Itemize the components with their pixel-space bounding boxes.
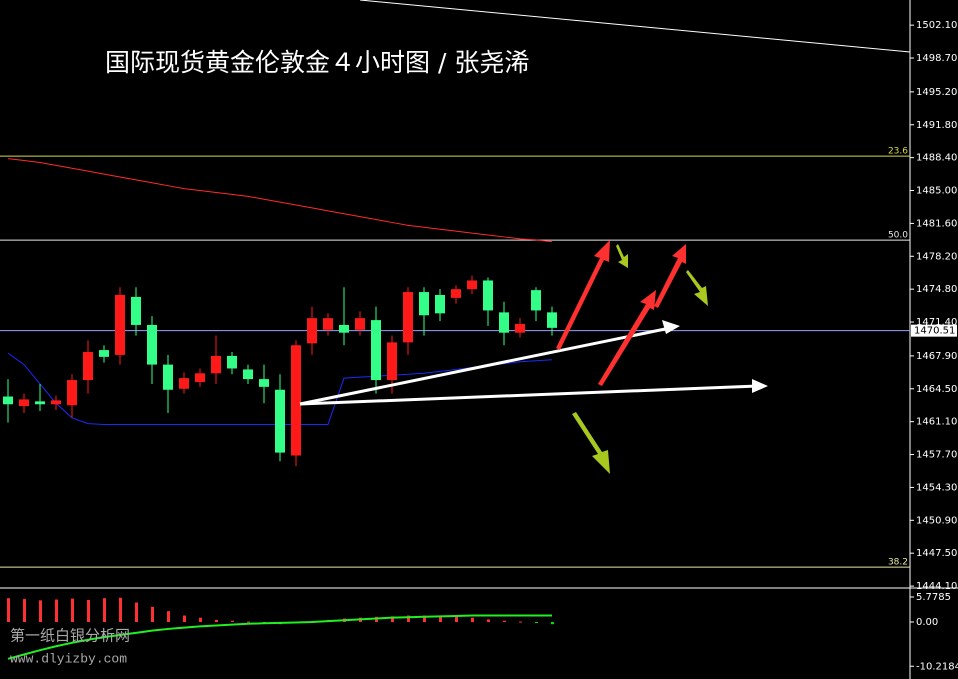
macd-bar <box>551 622 554 625</box>
y-tick-label: 1481.60 <box>916 218 957 229</box>
candle-body <box>515 323 525 333</box>
macd-bar <box>535 622 538 624</box>
y-tick-label: 1457.70 <box>916 450 957 461</box>
candle-body <box>179 378 189 389</box>
watermark: 第一纸白银分析网 <box>10 627 130 645</box>
macd-bar <box>519 621 522 623</box>
candle-body <box>291 345 301 456</box>
macd-bar <box>183 615 186 623</box>
watermark: www.dlyizby.com <box>10 651 127 666</box>
y-tick-label: 1495.20 <box>916 87 957 98</box>
macd-bar <box>7 598 10 623</box>
macd-tick-label: 0.00 <box>916 617 938 628</box>
candle-body <box>259 379 269 387</box>
macd-bar <box>439 615 442 623</box>
candle-body <box>163 364 173 390</box>
candle-body <box>483 280 493 311</box>
candle-body <box>403 292 413 343</box>
candle-body <box>419 292 429 316</box>
y-tick-label: 1502.10 <box>916 20 957 31</box>
macd-bar <box>423 615 426 623</box>
y-tick-label: 1498.70 <box>916 53 957 64</box>
candle-body <box>243 369 253 380</box>
candle-body <box>323 318 333 330</box>
macd-bar <box>407 615 410 623</box>
y-tick-label: 1488.40 <box>916 153 957 164</box>
macd-bar <box>215 619 218 623</box>
macd-bar <box>103 598 106 623</box>
candle-body <box>531 290 541 311</box>
candle-body <box>211 355 221 374</box>
y-tick-label: 1485.00 <box>916 186 957 197</box>
macd-bar <box>39 600 42 623</box>
macd-bar <box>231 620 234 623</box>
current-price-box <box>911 324 957 337</box>
macd-tick-label: 5.7785 <box>916 592 951 603</box>
macd-bar <box>119 597 122 623</box>
macd-bar <box>247 621 250 623</box>
macd-tick-label: -10.2184 <box>916 661 958 672</box>
macd-bar <box>135 602 138 623</box>
candle-body <box>547 312 557 328</box>
macd-bar <box>455 616 458 623</box>
y-tick-label: 1447.50 <box>916 548 957 559</box>
candle-body <box>35 401 45 405</box>
candle-body <box>275 389 285 453</box>
candle-body <box>339 324 349 333</box>
level-label: 50.0 <box>888 231 908 241</box>
y-tick-label: 1471.40 <box>916 317 957 328</box>
candle-body <box>355 318 365 330</box>
y-tick-label: 1478.20 <box>916 251 957 262</box>
candle-body <box>467 280 477 290</box>
y-tick-label: 1474.80 <box>916 284 957 295</box>
y-tick-label: 1450.90 <box>916 515 957 526</box>
candle-body <box>147 324 157 365</box>
candle-body <box>499 312 509 333</box>
y-tick-label: 1491.80 <box>916 120 957 131</box>
candle-body <box>195 373 205 383</box>
chart-title: 国际现货黄金伦敦金４小时图 / 张尧浠 <box>105 48 529 77</box>
level-label: 38.2 <box>888 558 908 568</box>
macd-bar <box>167 611 170 623</box>
candle-body <box>19 399 29 407</box>
candle-body <box>115 294 125 355</box>
candle-body <box>387 342 397 381</box>
candle-body <box>371 320 381 381</box>
level-label: 23.6 <box>888 147 908 157</box>
macd-bar <box>87 599 90 623</box>
candle-body <box>451 289 461 298</box>
y-tick-label: 1464.50 <box>916 384 957 395</box>
candle-body <box>51 400 61 405</box>
candle-body <box>3 396 13 405</box>
y-tick-label: 1461.10 <box>916 417 957 428</box>
y-tick-label: 1444.10 <box>916 581 957 592</box>
candle-body <box>227 355 237 369</box>
candle-body <box>307 318 317 344</box>
candle-body <box>67 380 77 406</box>
candle-body <box>99 350 109 357</box>
candle-body <box>83 352 93 381</box>
macd-bar <box>55 599 58 623</box>
annotation-arrows <box>299 240 768 474</box>
macd-bar <box>503 620 506 623</box>
macd-bar <box>471 617 474 623</box>
trend-line <box>359 0 911 53</box>
candle-body <box>131 296 141 325</box>
macd-signal <box>7 614 552 660</box>
indicator-line <box>7 158 553 243</box>
macd-bar <box>487 619 490 623</box>
macd-bar <box>71 598 74 623</box>
y-tick-label: 1467.90 <box>916 351 957 362</box>
current-price-label: 1470.51 <box>914 326 955 337</box>
macd-bar <box>199 617 202 623</box>
y-tick-label: 1454.30 <box>916 482 957 493</box>
macd-bar <box>151 606 154 623</box>
macd-bar <box>391 616 394 623</box>
candle-body <box>435 294 445 314</box>
macd-bar <box>23 599 26 623</box>
